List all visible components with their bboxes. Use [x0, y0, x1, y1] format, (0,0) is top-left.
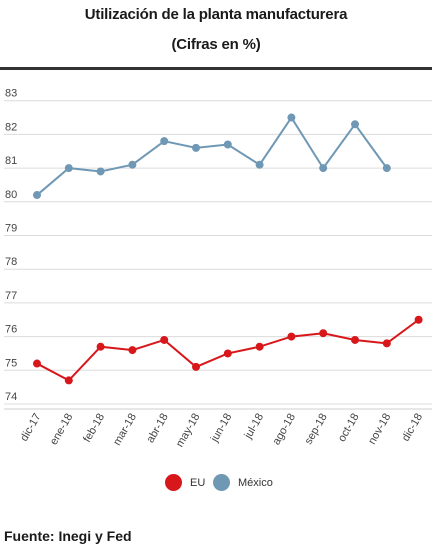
x-tick-label: ene-18 — [48, 412, 76, 448]
data-point-mexico — [351, 120, 359, 129]
x-tick-label: abr-18 — [145, 412, 171, 446]
data-point-eu — [287, 332, 296, 341]
source-note: Fuente: Inegi y Fed — [4, 528, 132, 544]
x-tick-label: may-18 — [174, 412, 203, 450]
legend-label-mexico: México — [238, 476, 273, 489]
x-tick-label: mar-18 — [111, 412, 139, 448]
y-tick-label: 80 — [5, 189, 17, 201]
data-point-eu — [414, 315, 423, 324]
chart-title: Utilización de la planta manufacturera — [84, 6, 348, 23]
data-point-eu — [96, 342, 105, 351]
data-point-eu — [160, 335, 169, 344]
data-point-mexico — [319, 164, 328, 173]
y-tick-label: 76 — [5, 324, 17, 336]
x-tick-label: dic-17 — [18, 412, 43, 444]
legend-swatch-eu — [165, 474, 182, 491]
x-tick-label: nov-18 — [366, 412, 393, 447]
x-tick-label: ago-18 — [270, 412, 298, 448]
y-tick-label: 82 — [5, 121, 17, 133]
x-tick-label: sep-18 — [303, 412, 330, 447]
data-point-mexico — [160, 137, 169, 146]
chart-legend: EU México — [0, 474, 432, 494]
x-tick-label: dic-18 — [400, 412, 425, 444]
data-point-mexico — [96, 167, 105, 176]
y-tick-label: 77 — [5, 290, 17, 302]
legend-label-eu: EU — [190, 476, 206, 489]
data-point-mexico — [255, 160, 264, 169]
data-point-eu — [64, 376, 73, 385]
legend-swatch-mexico — [213, 474, 230, 491]
chart-subtitle: (Cifras en %) — [171, 36, 261, 53]
y-tick-label: 81 — [5, 155, 17, 167]
x-tick-label: oct-18 — [336, 412, 362, 444]
series-line-mexico — [36, 115, 388, 196]
y-tick-label: 79 — [5, 223, 17, 235]
y-tick-label: 75 — [5, 357, 17, 369]
legend-item-eu[interactable]: EU — [165, 474, 205, 491]
data-point-mexico — [382, 164, 391, 173]
data-point-mexico — [223, 140, 232, 149]
data-point-eu — [223, 349, 232, 358]
data-point-mexico — [33, 191, 41, 200]
data-point-mexico — [192, 143, 200, 152]
y-tick-label: 83 — [5, 88, 17, 100]
data-point-eu — [382, 339, 391, 348]
data-point-eu — [192, 362, 200, 371]
data-point-eu — [319, 329, 328, 338]
data-point-eu — [33, 359, 41, 368]
data-point-eu — [255, 342, 264, 351]
data-point-mexico — [287, 113, 296, 122]
y-tick-label: 74 — [5, 391, 17, 403]
x-tick-label: jun-18 — [208, 412, 234, 445]
title-divider — [0, 67, 432, 70]
x-tick-label: feb-18 — [81, 412, 107, 445]
data-point-eu — [128, 346, 137, 355]
y-tick-label: 78 — [5, 256, 17, 268]
data-point-mexico — [64, 164, 73, 173]
data-point-eu — [351, 335, 359, 344]
data-point-mexico — [128, 160, 137, 169]
legend-item-mexico[interactable]: México — [213, 474, 273, 491]
x-tick-label: jul-18 — [242, 412, 266, 442]
